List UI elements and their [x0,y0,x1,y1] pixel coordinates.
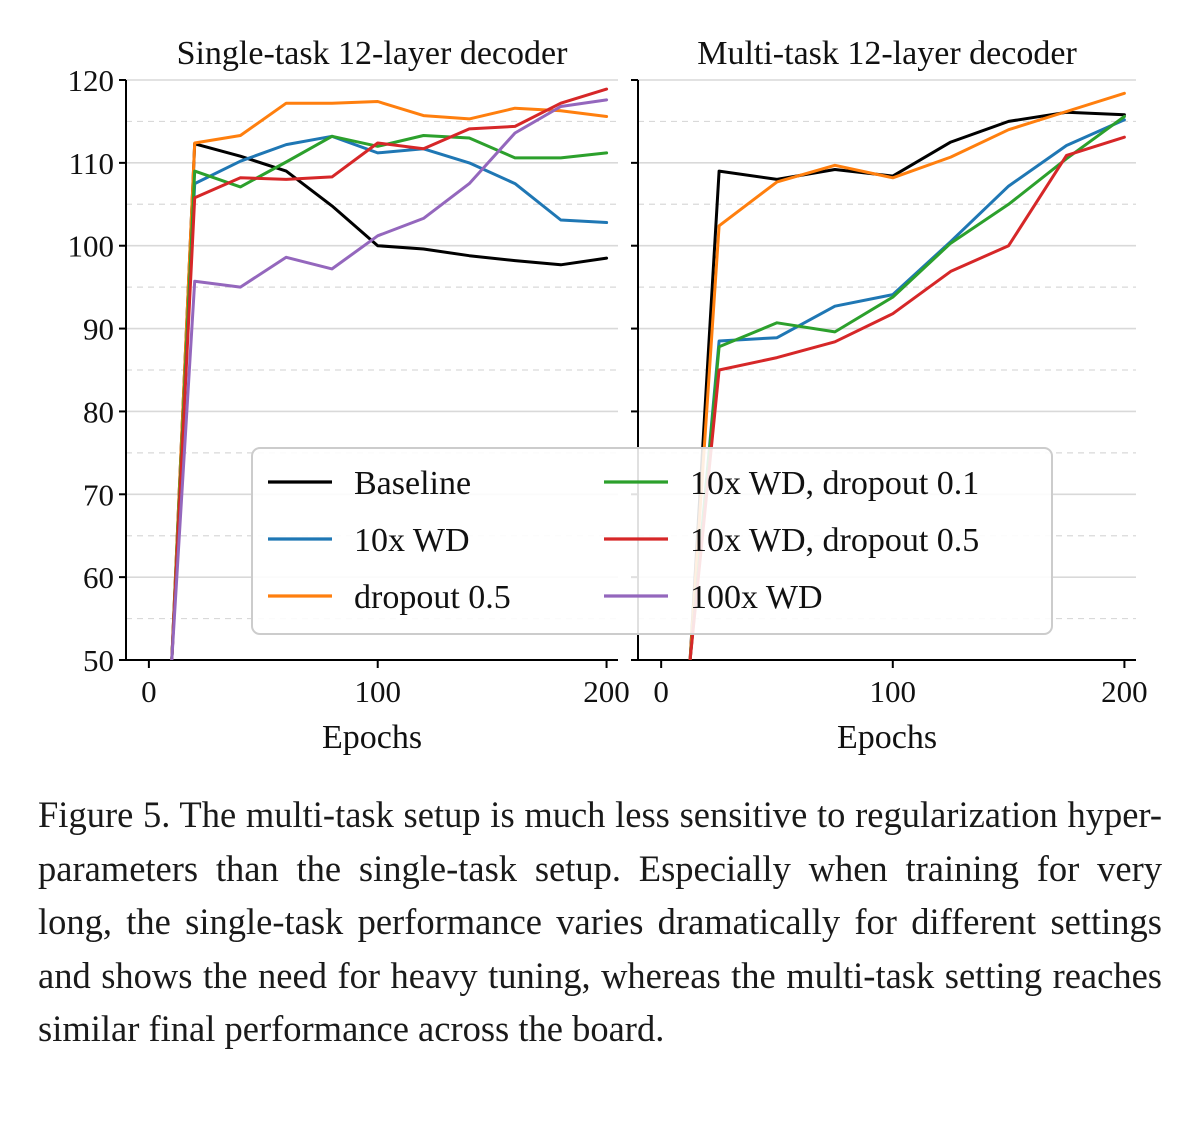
series-line-10x-wd-dropout-0-5 [688,135,1126,660]
legend-item-10x-wd: 10x WD [268,522,470,559]
y-tick-label: 50 [83,643,114,678]
x-axis-label: Epochs [837,719,937,756]
legend-label: 10x WD, dropout 0.5 [690,522,979,559]
series-line-10x-wd [170,134,609,660]
series-line-100x-wd [170,98,609,660]
legend-box [251,447,1053,635]
series-group [688,91,1126,660]
x-tick-label: 200 [1101,674,1148,709]
legend-label: Baseline [354,465,471,502]
series-line-10x-wd-dropout-0-5 [170,87,609,660]
legend-label: 10x WD [354,522,470,559]
legend-item-baseline: Baseline [268,465,471,502]
x-tick-label: 0 [653,674,669,709]
legend-item-10x-wd-dropout-0-5: 10x WD, dropout 0.5 [604,522,979,559]
y-tick-label: 120 [68,63,115,98]
legend: Baseline 10x WD dropout 0.5 10x WD, dropout… [251,447,1053,635]
chart-title: Multi-task 12-layer decoder [697,35,1077,72]
chart-panel-2: 0 100 200 Multi-task 12-layer decoder Epochs [631,35,1148,756]
legend-item-100x-wd: 100x WD [604,579,823,616]
y-tick-label: 110 [69,146,114,181]
figure: 50 60 70 80 90 100 110 120 0 100 200 Single-task 12… [68,35,1148,756]
y-tick-label: 70 [83,477,114,512]
series-line-dropout-0-5 [688,91,1126,660]
series-line-10x-wd-dropout-0-1 [170,134,609,660]
x-tick-label: 200 [583,674,630,709]
x-axis-label: Epochs [322,719,422,756]
legend-label: dropout 0.5 [354,579,511,616]
series-line-baseline [170,142,609,660]
series-line-dropout-0-5 [170,100,609,660]
chart-panel-1: 50 60 70 80 90 100 110 120 0 100 200 Single-task 12… [68,35,630,756]
x-tick-label: 100 [870,674,917,709]
legend-label: 100x WD [690,579,823,616]
series-group [170,87,609,660]
y-tick-label: 80 [83,394,114,429]
legend-label: 10x WD, dropout 0.1 [690,465,979,502]
legend-item-10x-wd-dropout-0-1: 10x WD, dropout 0.1 [604,465,979,502]
y-tick-label: 100 [68,229,115,264]
y-tick-label: 60 [83,560,114,595]
series-line-baseline [688,110,1126,660]
figure-caption: Figure 5. The multi-task setup is much l… [38,794,1162,1049]
y-tick-label: 90 [83,312,114,347]
x-tick-label: 100 [354,674,401,709]
series-line-10x-wd-dropout-0-1 [688,115,1126,660]
chart-title: Single-task 12-layer decoder [177,35,569,72]
legend-item-dropout-0-5: dropout 0.5 [268,579,511,616]
x-tick-label: 0 [141,674,157,709]
